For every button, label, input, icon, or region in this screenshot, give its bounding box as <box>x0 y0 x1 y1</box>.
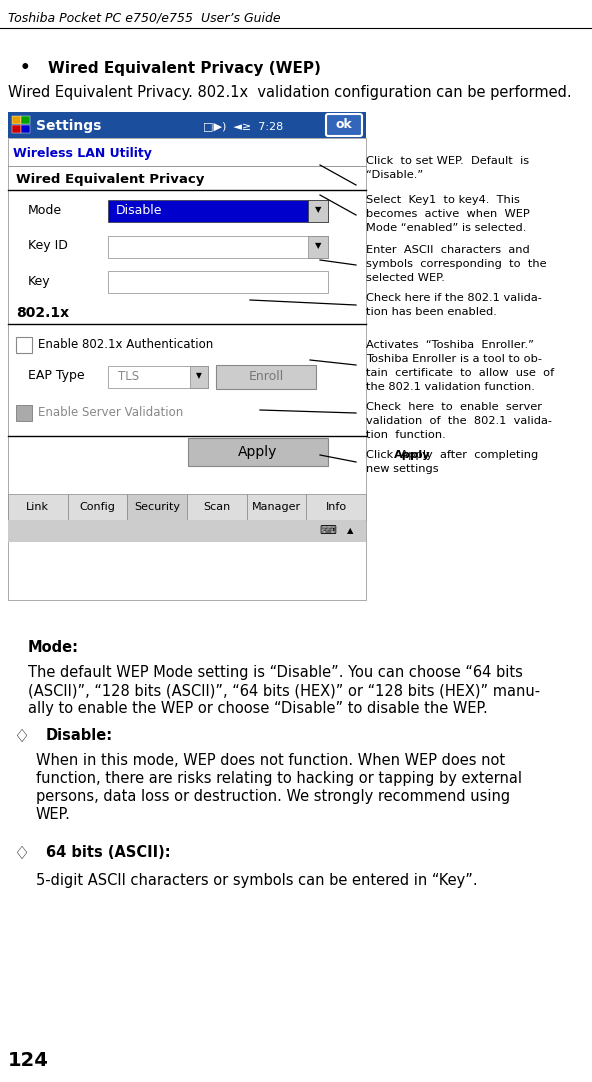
Text: Security: Security <box>134 502 180 512</box>
Bar <box>108 270 328 293</box>
Text: •: • <box>20 60 31 77</box>
Bar <box>127 494 187 520</box>
Bar <box>8 113 366 138</box>
Text: ally to enable the WEP or choose “Disable” to disable the WEP.: ally to enable the WEP or choose “Disabl… <box>28 701 488 716</box>
Bar <box>247 494 306 520</box>
Text: Enable 802.1x Authentication: Enable 802.1x Authentication <box>38 338 213 351</box>
Text: Disable:: Disable: <box>46 728 113 743</box>
Bar <box>21 124 30 133</box>
Text: Click  to set WEP.  Default  is: Click to set WEP. Default is <box>366 156 529 166</box>
Bar <box>8 520 366 542</box>
Text: 64 bits (ASCII):: 64 bits (ASCII): <box>46 845 170 860</box>
Text: Config: Config <box>79 502 115 512</box>
Text: persons, data loss or destruction. We strongly recommend using: persons, data loss or destruction. We st… <box>36 789 510 804</box>
Text: Select  Key1  to key4.  This: Select Key1 to key4. This <box>366 195 520 204</box>
Text: Manager: Manager <box>252 502 301 512</box>
Text: function, there are risks relating to hacking or tapping by external: function, there are risks relating to ha… <box>36 771 522 786</box>
Text: Toshiba Enroller is a tool to ob-: Toshiba Enroller is a tool to ob- <box>366 354 542 364</box>
Text: Enroll: Enroll <box>249 369 284 383</box>
Text: 5-digit ASCII characters or symbols can be entered in “Key”.: 5-digit ASCII characters or symbols can … <box>36 873 478 888</box>
Text: Wired Equivalent Privacy (WEP): Wired Equivalent Privacy (WEP) <box>48 61 321 76</box>
Bar <box>306 494 366 520</box>
Text: Scan: Scan <box>203 502 230 512</box>
Text: Apply: Apply <box>394 450 430 460</box>
Bar <box>8 494 67 520</box>
Text: □▶)  ◄≥  7:28: □▶) ◄≥ 7:28 <box>203 121 283 131</box>
Text: Link: Link <box>26 502 49 512</box>
Text: Disable: Disable <box>116 203 162 216</box>
Text: Key ID: Key ID <box>28 239 68 252</box>
Text: Enable Server Validation: Enable Server Validation <box>38 406 184 419</box>
Text: Wireless LAN Utility: Wireless LAN Utility <box>13 147 152 160</box>
Text: 802.1x: 802.1x <box>16 306 69 320</box>
Bar <box>308 236 328 258</box>
Text: Click  Apply  after  completing: Click Apply after completing <box>366 450 538 460</box>
Text: Check  here  to  enable  server: Check here to enable server <box>366 403 542 412</box>
Bar <box>8 138 366 601</box>
Bar <box>190 366 208 388</box>
Text: tion  function.: tion function. <box>366 430 446 440</box>
Text: The default WEP Mode setting is “Disable”. You can choose “64 bits: The default WEP Mode setting is “Disable… <box>28 665 523 679</box>
Text: ▼: ▼ <box>315 241 321 251</box>
Text: ok: ok <box>336 119 352 132</box>
Bar <box>16 405 32 421</box>
Bar <box>21 116 30 124</box>
Bar <box>108 200 328 222</box>
Text: Apply: Apply <box>239 445 278 459</box>
Bar <box>108 366 208 388</box>
Bar <box>16 337 32 353</box>
Text: EAP Type: EAP Type <box>28 369 85 383</box>
Bar <box>308 200 328 222</box>
Text: Check here if the 802.1 valida-: Check here if the 802.1 valida- <box>366 293 542 303</box>
Text: Key: Key <box>28 275 51 288</box>
Text: ▼: ▼ <box>315 206 321 214</box>
Text: tion has been enabled.: tion has been enabled. <box>366 307 497 317</box>
Text: 124: 124 <box>8 1051 49 1069</box>
Text: WEP.: WEP. <box>36 807 71 822</box>
Text: symbols  corresponding  to  the: symbols corresponding to the <box>366 259 546 269</box>
Text: Mode “enabled” is selected.: Mode “enabled” is selected. <box>366 223 526 233</box>
Text: becomes  active  when  WEP: becomes active when WEP <box>366 209 530 219</box>
Text: Enter  ASCII  characters  and: Enter ASCII characters and <box>366 245 530 255</box>
Text: tain  certificate  to  allow  use  of: tain certificate to allow use of <box>366 368 554 378</box>
Text: Wired Equivalent Privacy. 802.1x  validation configuration can be performed.: Wired Equivalent Privacy. 802.1x validat… <box>8 84 572 100</box>
Text: Mode:: Mode: <box>28 639 79 655</box>
Text: Toshiba Pocket PC e750/e755  User’s Guide: Toshiba Pocket PC e750/e755 User’s Guide <box>8 12 281 25</box>
Bar <box>67 494 127 520</box>
Text: Activates  “Toshiba  Enroller.”: Activates “Toshiba Enroller.” <box>366 340 534 349</box>
Text: ⌨: ⌨ <box>320 525 336 538</box>
Bar <box>12 124 21 133</box>
Text: TLS: TLS <box>118 369 139 383</box>
Text: Mode: Mode <box>28 203 62 216</box>
Text: Info: Info <box>326 502 347 512</box>
Text: Settings: Settings <box>36 119 101 133</box>
Text: new settings: new settings <box>366 464 439 474</box>
Text: the 802.1 validation function.: the 802.1 validation function. <box>366 382 535 392</box>
Bar <box>188 438 328 466</box>
Text: ▼: ▼ <box>196 371 202 381</box>
Text: (ASCII)”, “128 bits (ASCII)”, “64 bits (HEX)” or “128 bits (HEX)” manu-: (ASCII)”, “128 bits (ASCII)”, “64 bits (… <box>28 683 540 698</box>
Text: Wired Equivalent Privacy: Wired Equivalent Privacy <box>16 173 204 186</box>
Text: “Disable.”: “Disable.” <box>366 170 423 180</box>
Bar <box>187 494 247 520</box>
Bar <box>12 116 21 124</box>
Text: selected WEP.: selected WEP. <box>366 273 445 283</box>
Bar <box>216 365 316 390</box>
Text: ♢: ♢ <box>14 845 30 863</box>
Text: validation  of  the  802.1  valida-: validation of the 802.1 valida- <box>366 415 552 426</box>
Text: ▲: ▲ <box>347 527 353 536</box>
Text: ♢: ♢ <box>14 728 30 745</box>
FancyBboxPatch shape <box>326 114 362 136</box>
Bar <box>108 236 328 258</box>
Text: When in this mode, WEP does not function. When WEP does not: When in this mode, WEP does not function… <box>36 753 505 768</box>
